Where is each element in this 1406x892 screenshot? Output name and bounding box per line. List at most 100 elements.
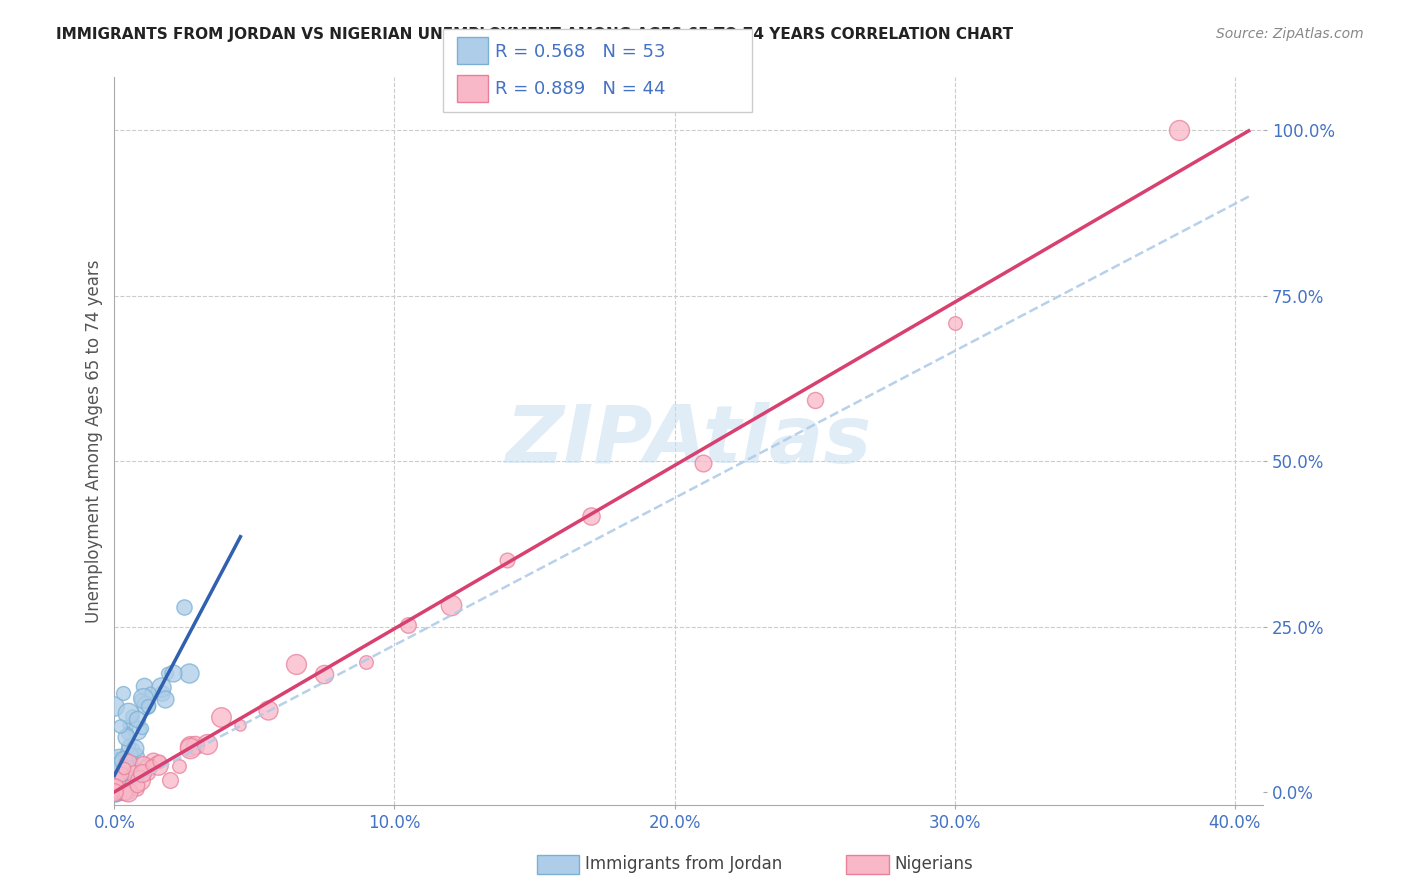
Point xyxy=(179,666,201,681)
Point xyxy=(110,754,132,768)
Point xyxy=(132,690,155,705)
Point xyxy=(132,679,155,693)
Point xyxy=(115,785,138,799)
Text: R = 0.568   N = 53: R = 0.568 N = 53 xyxy=(495,43,665,61)
Point xyxy=(104,785,127,799)
Text: R = 0.889   N = 44: R = 0.889 N = 44 xyxy=(495,80,665,98)
Point xyxy=(111,785,134,799)
Text: Nigerians: Nigerians xyxy=(894,855,973,873)
Point xyxy=(111,686,134,700)
Point xyxy=(125,723,148,737)
Point xyxy=(117,706,139,720)
Point xyxy=(156,666,179,681)
Point xyxy=(139,685,162,699)
Point xyxy=(136,760,159,774)
Text: Source: ZipAtlas.com: Source: ZipAtlas.com xyxy=(1216,27,1364,41)
Point xyxy=(104,780,127,794)
Point xyxy=(108,752,131,766)
Point xyxy=(229,718,252,732)
Point xyxy=(104,785,127,799)
Point xyxy=(118,760,141,774)
Point xyxy=(579,509,602,524)
Point xyxy=(104,770,127,784)
Point xyxy=(104,785,127,799)
Point xyxy=(167,758,190,772)
Point xyxy=(108,785,131,799)
Point xyxy=(117,756,139,771)
Point xyxy=(495,553,517,567)
Point xyxy=(115,755,138,769)
Point xyxy=(136,699,159,714)
Point xyxy=(104,779,127,793)
Point xyxy=(125,712,148,726)
Point xyxy=(114,785,136,799)
Point xyxy=(115,730,138,744)
Point xyxy=(124,767,146,781)
Text: IMMIGRANTS FROM JORDAN VS NIGERIAN UNEMPLOYMENT AMONG AGES 65 TO 74 YEARS CORREL: IMMIGRANTS FROM JORDAN VS NIGERIAN UNEMP… xyxy=(56,27,1014,42)
Point xyxy=(118,744,141,758)
Point xyxy=(153,692,176,706)
Text: ZIPAtlas: ZIPAtlas xyxy=(505,402,872,481)
Point xyxy=(129,773,152,788)
Point xyxy=(150,686,173,700)
Point xyxy=(146,758,169,772)
Point xyxy=(285,657,308,672)
Point xyxy=(108,762,131,776)
Point xyxy=(111,756,134,770)
Point xyxy=(112,753,135,767)
Point xyxy=(159,773,181,788)
Point xyxy=(117,785,139,799)
Point xyxy=(135,698,157,713)
Point xyxy=(112,756,135,770)
Text: Immigrants from Jordan: Immigrants from Jordan xyxy=(585,855,782,873)
Point xyxy=(110,765,132,780)
Point xyxy=(209,709,232,723)
Point xyxy=(314,667,336,681)
Point xyxy=(125,748,148,763)
Point xyxy=(115,725,138,739)
Point xyxy=(692,456,714,470)
Point xyxy=(148,755,170,769)
Point xyxy=(110,757,132,772)
Point xyxy=(108,719,131,733)
Point xyxy=(1167,123,1189,137)
Point xyxy=(179,740,201,755)
Point xyxy=(131,766,153,780)
Point xyxy=(139,757,162,772)
Point xyxy=(103,785,125,799)
Point xyxy=(117,739,139,754)
Point xyxy=(112,765,135,780)
Point xyxy=(150,681,173,695)
Point xyxy=(111,764,134,779)
Point xyxy=(943,316,966,330)
Point xyxy=(115,762,138,776)
Point xyxy=(114,763,136,777)
Point xyxy=(110,767,132,781)
Point xyxy=(195,737,218,751)
Point xyxy=(398,618,420,632)
Point xyxy=(112,785,135,799)
Point xyxy=(803,393,825,408)
Point xyxy=(131,721,153,735)
Point xyxy=(105,785,128,799)
Point xyxy=(104,775,127,789)
Point xyxy=(127,781,149,796)
Point xyxy=(132,757,155,772)
Point xyxy=(162,666,184,681)
Point xyxy=(125,779,148,793)
Point xyxy=(118,762,141,776)
Point xyxy=(439,598,461,612)
Point xyxy=(112,785,135,799)
Y-axis label: Unemployment Among Ages 65 to 74 years: Unemployment Among Ages 65 to 74 years xyxy=(86,260,103,624)
Point xyxy=(136,766,159,780)
Point xyxy=(110,784,132,798)
Point xyxy=(179,739,201,753)
Point xyxy=(173,599,195,614)
Point xyxy=(184,738,207,752)
Point xyxy=(128,691,150,706)
Point xyxy=(117,718,139,732)
Point xyxy=(142,754,165,768)
Point xyxy=(120,747,142,761)
Point xyxy=(356,655,378,669)
Point xyxy=(112,761,135,775)
